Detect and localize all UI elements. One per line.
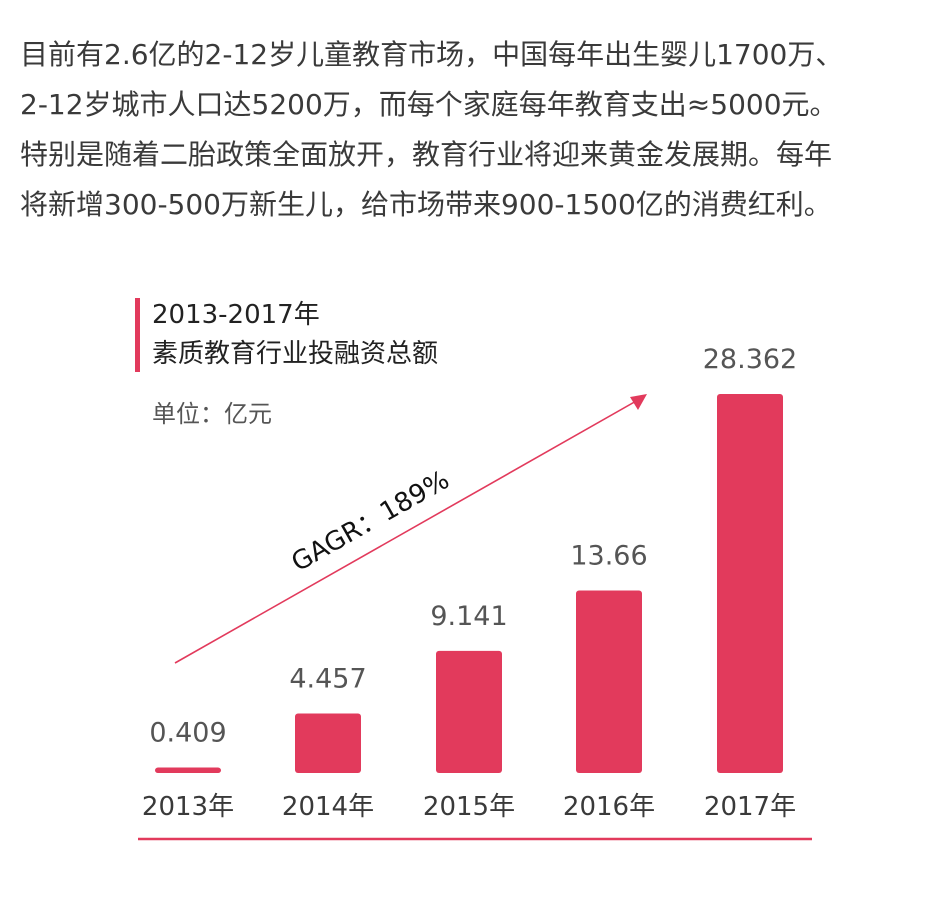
value-label: 13.66	[570, 540, 647, 571]
intro-line: 2-12岁城市人口达5200万，而每个家庭每年教育支出≈5000元。	[20, 88, 838, 121]
bar-2017	[717, 394, 783, 773]
value-label: 9.141	[430, 601, 507, 632]
chart-title: 2013-2017年	[152, 300, 320, 330]
bars-group	[155, 394, 783, 773]
bar-2015	[436, 650, 502, 773]
bar-2014	[295, 713, 361, 773]
value-labels-group: 0.409 4.457 9.141 13.66 28.362	[149, 344, 797, 749]
unit-label: 单位：亿元	[152, 400, 272, 428]
growth-arrow-line	[174, 399, 639, 664]
bar-2016	[576, 590, 642, 773]
x-tick-label: 2013年	[142, 792, 234, 822]
x-tick-label: 2014年	[282, 792, 374, 822]
growth-arrow-head	[630, 394, 647, 410]
value-label: 0.409	[149, 718, 226, 749]
growth-annotation: GAGR：189%	[287, 465, 455, 578]
intro-line: 目前有2.6亿的2-12岁儿童教育市场，中国每年出生婴儿1700万、	[20, 38, 844, 71]
x-tick-label: 2016年	[563, 792, 655, 822]
value-label: 28.362	[703, 344, 797, 375]
category-labels-group: 2013年 2014年 2015年 2016年 2017年	[142, 792, 796, 822]
x-tick-label: 2015年	[423, 792, 515, 822]
title-accent-bar	[135, 298, 140, 372]
bar-2013	[155, 767, 221, 773]
intro-paragraph: 目前有2.6亿的2-12岁儿童教育市场，中国每年出生婴儿1700万、 2-12岁…	[20, 30, 940, 230]
value-label: 4.457	[289, 663, 366, 694]
intro-line: 特别是随着二胎政策全面放开，教育行业将迎来黄金发展期。每年	[20, 138, 833, 171]
intro-line: 将新增300-500万新生儿，给市场带来900-1500亿的消费红利。	[20, 188, 832, 221]
x-tick-label: 2017年	[704, 792, 796, 822]
chart-subtitle: 素质教育行业投融资总额	[152, 339, 438, 369]
